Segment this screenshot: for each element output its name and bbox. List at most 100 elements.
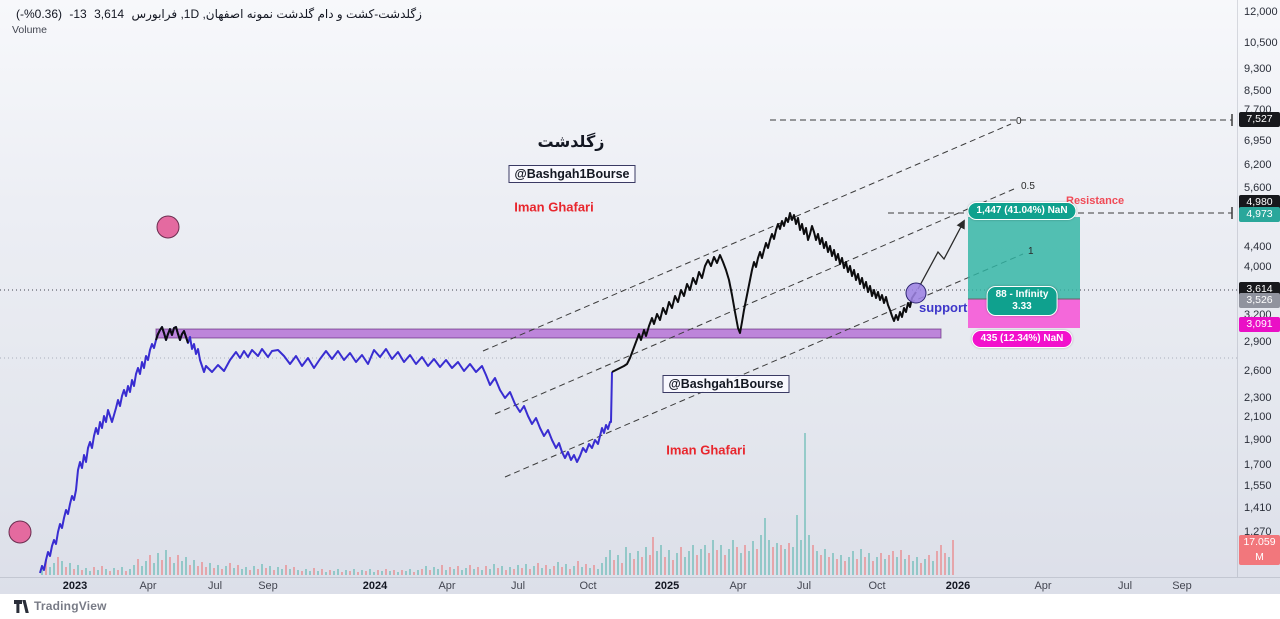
volume-bar <box>736 547 738 575</box>
volume-bar <box>557 562 559 575</box>
position-stop-badge[interactable]: 435 (12.34%) NaN <box>971 330 1073 348</box>
volume-bar <box>764 518 766 575</box>
position-rr-badge[interactable]: 88 - Infinity 3.33 <box>986 286 1058 316</box>
volume-bar <box>952 540 954 575</box>
volume-bar <box>149 555 151 575</box>
volume-bar <box>201 562 203 575</box>
volume-bar <box>617 555 619 575</box>
chart-canvas[interactable] <box>0 0 1237 577</box>
volume-bar <box>237 565 239 575</box>
volume-bar <box>561 567 563 575</box>
volume-bar <box>533 566 535 575</box>
volume-bar <box>465 568 467 575</box>
volume-bar <box>509 567 511 575</box>
volume-bar <box>637 551 639 575</box>
time-axis[interactable]: 2023 Apr Jul Sep 2024 Apr Jul Oct 2025 Apr Jul Oct 2… <box>0 577 1280 594</box>
volume-bar <box>768 540 770 575</box>
volume-bar <box>293 567 295 575</box>
volume-bar <box>493 564 495 575</box>
volume-bar <box>888 555 890 575</box>
volume-bar <box>69 563 71 575</box>
author-label-upper[interactable]: Iman Ghafari <box>514 199 594 215</box>
volume-bar <box>872 561 874 575</box>
volume-bar <box>377 570 379 575</box>
fib-fan-0[interactable] <box>482 123 1012 352</box>
volume-bar <box>265 568 267 575</box>
position-target-box[interactable] <box>968 217 1080 299</box>
volume-bar <box>273 570 275 575</box>
volume-bar <box>577 561 579 575</box>
volume-bar <box>581 567 583 575</box>
volume-bar <box>413 572 415 575</box>
chart-pane[interactable]: زگلدشت-کشت و دام گلدشت نمونه اصفهان, 1D,… <box>0 0 1237 577</box>
time-axis-tick: Sep <box>1172 580 1192 592</box>
volume-bar <box>245 567 247 575</box>
volume-bar <box>517 565 519 575</box>
volume-bar <box>513 569 515 575</box>
volume-bar <box>688 551 690 575</box>
volume-bar <box>133 565 135 575</box>
volume-bar <box>928 555 930 575</box>
volume-bar <box>836 559 838 575</box>
volume-bar <box>573 566 575 575</box>
position-target-badge[interactable]: 1,447 (41.04%) NaN <box>967 202 1077 220</box>
volume-bar <box>696 555 698 575</box>
pink-circle-upper[interactable] <box>156 215 180 239</box>
price-axis-tick: 2,300 <box>1244 392 1272 404</box>
volume-bar <box>605 557 607 575</box>
volume-bar <box>912 561 914 575</box>
volume-bar <box>317 571 319 575</box>
volume-bar <box>253 566 255 575</box>
volume-bar <box>824 549 826 575</box>
price-axis[interactable]: 12,000 10,500 9,300 8,500 7,700 6,950 6,200 5,6… <box>1237 0 1280 577</box>
price-axis-tick: 4,000 <box>1244 261 1272 273</box>
author-label-lower[interactable]: Iman Ghafari <box>666 442 746 458</box>
volume-bar <box>109 571 111 575</box>
ticker-legend[interactable]: زگلدشت-کشت و دام گلدشت نمونه اصفهان, 1D,… <box>12 7 422 21</box>
volume-indicator-legend[interactable]: Volume <box>12 24 48 36</box>
volume-bar <box>145 561 147 575</box>
volume-bar <box>728 549 730 575</box>
bottom-bar: TradingView <box>0 594 1280 619</box>
volume-bar <box>313 568 315 575</box>
volume-bar <box>724 555 726 575</box>
volume-bar <box>261 564 263 575</box>
handle-label-lower[interactable]: @Bashgah1Bourse <box>662 375 790 393</box>
symbol-watermark-text[interactable]: زگلدشت <box>537 134 605 151</box>
time-axis-tick: Sep <box>258 580 278 592</box>
volume-bar <box>389 571 391 575</box>
handle-label-upper[interactable]: @Bashgah1Bourse <box>508 165 636 183</box>
volume-bar <box>121 567 123 575</box>
price-change-pct: (0.36%-) <box>16 7 63 21</box>
volume-bar <box>325 572 327 575</box>
volume-bar <box>349 571 351 575</box>
volume-bar <box>700 549 702 575</box>
fib-level-05-label: 0.5 <box>1021 181 1035 192</box>
price-axis-tick: 2,900 <box>1244 336 1272 348</box>
volume-bar <box>565 564 567 575</box>
volume-bar <box>948 557 950 575</box>
pink-circle-lower[interactable] <box>8 520 32 544</box>
volume-bar <box>449 567 451 575</box>
volume-bar <box>393 570 395 575</box>
forecast-zigzag-arrow[interactable] <box>917 219 965 290</box>
fib-fan-0.5[interactable] <box>494 188 1015 415</box>
resistance-label[interactable]: Resistance <box>1066 195 1125 207</box>
volume-bar <box>497 568 499 575</box>
support-label[interactable]: support <box>919 300 968 315</box>
volume-bar <box>752 541 754 575</box>
support-zone-band[interactable] <box>155 328 942 339</box>
volume-bar <box>481 570 483 575</box>
volume-bar <box>309 571 311 575</box>
volume-bar <box>397 572 399 575</box>
volume-bar <box>341 572 343 575</box>
volume-bar <box>505 570 507 575</box>
volume-bar <box>780 545 782 575</box>
volume-bar <box>409 569 411 575</box>
purple-support-circle[interactable] <box>905 282 927 304</box>
tradingview-logo[interactable]: TradingView <box>14 599 107 613</box>
volume-bar <box>57 557 59 575</box>
price-axis-badge: 3,091 <box>1239 317 1280 332</box>
fib-fan-1[interactable] <box>504 253 1024 478</box>
volume-bar <box>621 563 623 575</box>
